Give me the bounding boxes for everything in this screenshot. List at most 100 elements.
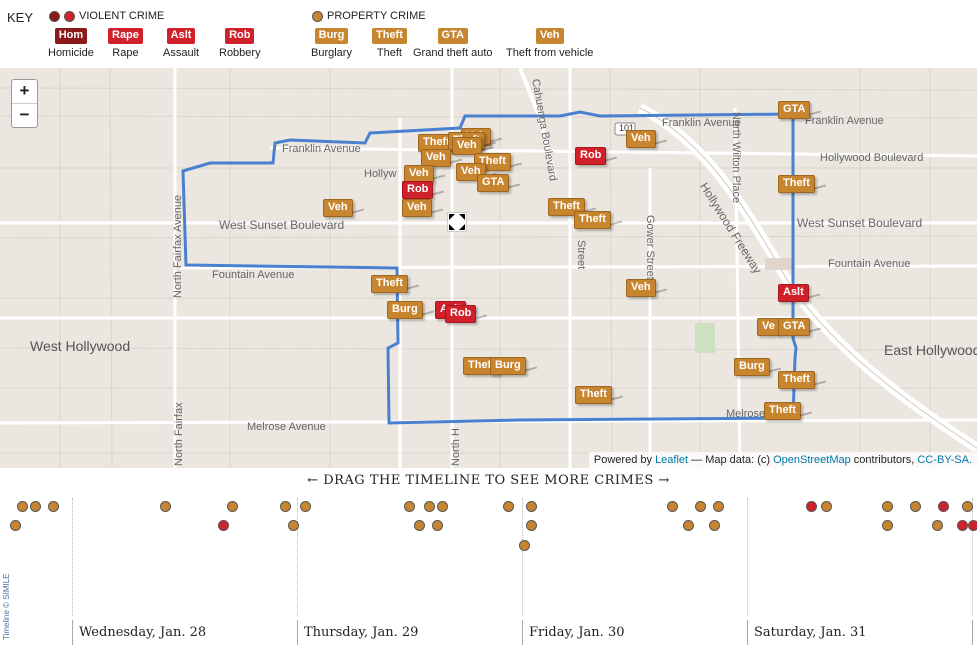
crime-marker[interactable]: Veh (402, 199, 432, 217)
openstreetmap-link[interactable]: OpenStreetMap (773, 454, 851, 466)
timeline-event[interactable] (882, 520, 893, 531)
map-attribution: Powered by Leaflet — Map data: (c) OpenS… (588, 452, 977, 468)
timeline-event[interactable] (526, 520, 537, 531)
crime-marker[interactable]: GTA (477, 174, 510, 192)
timeline-event[interactable] (437, 501, 448, 512)
timeline-event[interactable] (404, 501, 415, 512)
crime-marker[interactable]: Veh (323, 199, 353, 217)
crime-marker[interactable]: Rob (402, 181, 434, 199)
drag-hint: ← DRAG THE TIMELINE TO SEE MORE CRIMES → (307, 473, 670, 488)
timeline-event[interactable] (932, 520, 943, 531)
timeline-event[interactable] (709, 520, 720, 531)
timeline-event[interactable] (300, 501, 311, 512)
crime-marker[interactable]: Theft (778, 371, 815, 389)
timeline-event[interactable] (414, 520, 425, 531)
timeline-event[interactable] (968, 520, 977, 531)
timeline-event[interactable] (280, 501, 291, 512)
timeline-event[interactable] (503, 501, 514, 512)
key-theft: Theft Theft (372, 28, 407, 59)
crime-marker[interactable]: Theft (764, 402, 801, 420)
day-label: Wednesday, Jan. 28 (79, 625, 207, 640)
timeline-event[interactable] (218, 520, 229, 531)
key-title: KEY (7, 10, 34, 25)
license-link[interactable]: CC-BY-SA. (917, 454, 972, 466)
timeline-event[interactable] (957, 520, 968, 531)
timeline-event[interactable] (695, 501, 706, 512)
leaflet-link[interactable]: Leaflet (655, 454, 689, 466)
route-101-shield-icon: 101 (619, 123, 635, 133)
street-label: North Fairfax Avenue (172, 194, 184, 298)
crime-marker[interactable]: Veh (626, 279, 656, 297)
crime-marker[interactable]: Theft (778, 175, 815, 193)
crime-marker[interactable]: GTA (778, 101, 811, 119)
crime-marker[interactable]: Rob (445, 305, 477, 323)
timeline-event[interactable] (962, 501, 973, 512)
crime-marker[interactable]: Veh (626, 130, 656, 148)
timeline-event[interactable] (938, 501, 949, 512)
neighborhood-boundary (181, 110, 798, 425)
street-label: North H (450, 428, 462, 466)
timeline-event[interactable] (288, 520, 299, 531)
crime-marker[interactable]: Theft (575, 386, 612, 404)
street-label: Hollywood Boulevard (820, 152, 924, 164)
timeline-event[interactable] (882, 501, 893, 512)
area-label-east-hollywood: East Hollywood (884, 342, 977, 358)
timeline-event[interactable] (424, 501, 435, 512)
day-label: Friday, Jan. 30 (529, 625, 625, 640)
street-label: North Fairfax (173, 402, 185, 466)
crime-marker[interactable]: Veh (452, 137, 482, 155)
street-label: West Sunset Boulevard (797, 216, 923, 230)
crime-marker[interactable]: Theft (371, 275, 408, 293)
timeline-event[interactable] (48, 501, 59, 512)
street-label: Franklin Avenue (805, 115, 884, 127)
timeline-event[interactable] (10, 520, 21, 531)
crime-marker[interactable]: Veh (421, 149, 451, 167)
key-grand-theft-auto: GTA Grand theft auto (413, 28, 493, 59)
timeline-event[interactable] (432, 520, 443, 531)
crime-marker[interactable]: Ve (757, 318, 780, 336)
street-label: Hollyw (364, 168, 397, 180)
timeline-event[interactable] (821, 501, 832, 512)
key-robbery: Rob Robbery (219, 28, 261, 59)
zoom-control: + − (11, 79, 38, 128)
crime-key: KEY VIOLENT CRIME PROPERTY CRIME Hom Hom… (0, 0, 977, 68)
timeline-event[interactable] (910, 501, 921, 512)
crime-timeline[interactable]: ← DRAG THE TIMELINE TO SEE MORE CRIMES →… (0, 468, 977, 645)
street-label: Gower Street (644, 215, 656, 280)
timeline-event[interactable] (526, 501, 537, 512)
crime-marker[interactable]: Theft (574, 211, 611, 229)
key-homicide: Hom Homicide (48, 28, 94, 59)
crime-marker[interactable]: Burg (734, 358, 770, 376)
key-burglary: Burg Burglary (311, 28, 352, 59)
street-label: Franklin Avenue (662, 117, 741, 129)
timeline-event[interactable] (30, 501, 41, 512)
timeline-event[interactable] (667, 501, 678, 512)
zoom-in-button[interactable]: + (12, 80, 37, 104)
crime-marker[interactable]: Burg (490, 357, 526, 375)
timeline-event[interactable] (160, 501, 171, 512)
homicide-dot-icon (49, 10, 60, 22)
timeline-event[interactable] (713, 501, 724, 512)
key-rape: Rape Rape (108, 28, 143, 59)
violent-crime-heading: VIOLENT CRIME (49, 10, 164, 22)
crime-marker[interactable]: Aslt (778, 284, 809, 302)
property-dot-icon (312, 10, 323, 22)
day-label: Saturday, Jan. 31 (754, 625, 867, 640)
crime-map[interactable]: Franklin Avenue Franklin Avenue Franklin… (0, 68, 977, 468)
street-label: North Wilton Place (730, 112, 742, 204)
timeline-event[interactable] (227, 501, 238, 512)
zoom-out-button[interactable]: − (19, 105, 30, 124)
street-label: Melrose (726, 408, 766, 420)
timeline-event[interactable] (17, 501, 28, 512)
timeline-event[interactable] (806, 501, 817, 512)
crime-marker[interactable]: Burg (387, 301, 423, 319)
timeline-event[interactable] (683, 520, 694, 531)
key-assault: Aslt Assault (163, 28, 200, 59)
fullscreen-expand-icon[interactable] (447, 212, 467, 232)
timeline-event[interactable] (519, 540, 530, 551)
crime-marker[interactable]: Rob (575, 147, 607, 165)
street-label: Street (575, 240, 587, 270)
timeline-credit[interactable]: Timeline © SIMILE (2, 573, 11, 640)
key-theft-from-vehicle: Veh Theft from vehicle (506, 28, 594, 59)
crime-marker[interactable]: GTA (778, 318, 811, 336)
